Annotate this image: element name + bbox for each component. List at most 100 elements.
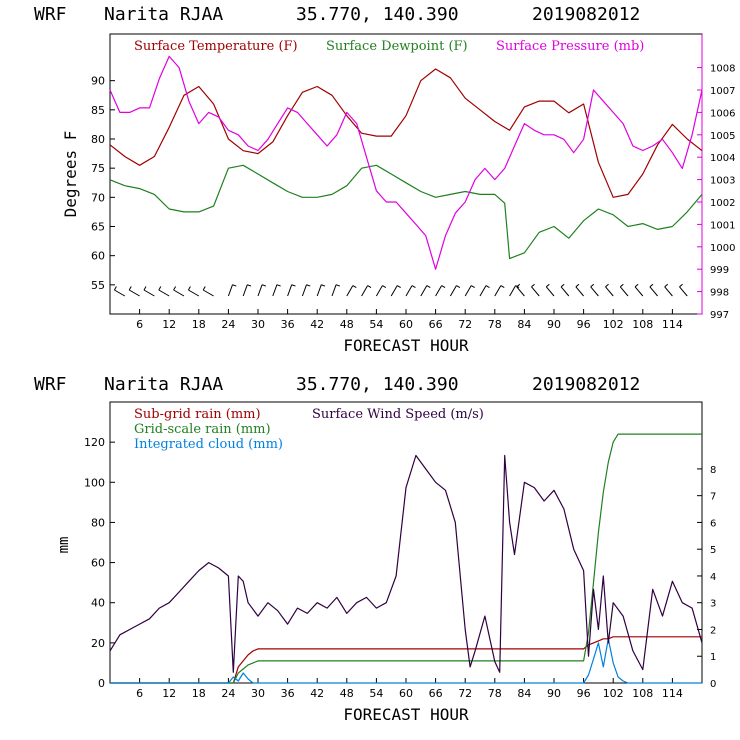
p1-title-init: 2019082012 <box>532 4 640 25</box>
p2-ytick-label: 40 <box>91 597 105 610</box>
p1-xtick-label: 66 <box>429 318 443 331</box>
p1-xtick-label: 102 <box>603 318 624 331</box>
wind-barb <box>202 286 214 297</box>
wind-barb <box>361 285 372 297</box>
p2-title-model: WRF <box>34 374 67 395</box>
wind-barb <box>187 286 200 297</box>
p1-xtick-label: 48 <box>340 318 354 331</box>
p1-title-station: Narita RJAA <box>104 4 223 25</box>
p1-xtick-label: 18 <box>192 318 206 331</box>
p2-xtick-label: 78 <box>488 687 502 700</box>
p2-y2tick-label: 3 <box>710 599 716 610</box>
p2-series-integrated-cloud-mm <box>110 638 702 684</box>
p2-series-sub-grid-rain-mm <box>110 636 702 684</box>
p2-xtick-label: 102 <box>603 687 624 700</box>
p1-series-surface-dewpoint-f <box>109 164 703 260</box>
p1-y2tick-label: 1006 <box>710 108 735 119</box>
wind-barb <box>531 283 540 297</box>
p1-xtick-label: 12 <box>162 318 176 331</box>
p2-xtick-label: 66 <box>429 687 443 700</box>
p1-legend-dewpoint: Surface Dewpoint (F) <box>326 39 468 54</box>
p2-xtick-label: 54 <box>369 687 383 700</box>
p1-title-model: WRF <box>34 4 67 25</box>
p2-xtick-label: 84 <box>517 687 531 700</box>
p2-legend-wind-speed: Surface Wind Speed (m/s) <box>312 407 484 422</box>
p1-ylabel: Degrees F <box>61 131 80 218</box>
p1-series-lines <box>109 55 703 270</box>
p2-y2tick-label: 0 <box>710 679 716 690</box>
p1-ytick-label: 80 <box>91 133 105 146</box>
p2-y2tick-label: 8 <box>710 465 716 476</box>
p1-x-tick-labels: 6 12 18 24 30 36 42 48 54 60 66 72 78 84 90 96 102 108 114 <box>136 309 683 331</box>
p2-ytick-label: 60 <box>91 557 105 570</box>
wind-barb <box>435 285 446 297</box>
p1-y2tick-label: 1007 <box>710 86 735 97</box>
wind-barb <box>545 283 555 297</box>
p2-xtick-label: 30 <box>251 687 265 700</box>
wind-barb <box>464 285 475 297</box>
p2-xtick-label: 42 <box>310 687 324 700</box>
p2-ylabel: mm <box>56 537 72 554</box>
p1-legend-pressure: Surface Pressure (mb) <box>496 39 644 54</box>
p2-ytick-label: 20 <box>91 637 105 650</box>
p2-y2tick-label: 1 <box>710 652 716 663</box>
wind-barb <box>420 285 431 297</box>
p1-xtick-label: 36 <box>281 318 295 331</box>
wind-barb <box>509 285 520 297</box>
p1-plot-frame <box>109 33 703 315</box>
wind-barb-row <box>113 283 688 297</box>
p2-xtick-label: 96 <box>577 687 591 700</box>
p2-series-surface-wind-speed-m-s <box>109 454 703 673</box>
p1-legend-temperature: Surface Temperature (F) <box>134 39 298 54</box>
wind-barb <box>113 286 126 297</box>
panel-temperature: WRF Narita RJAA 35.770, 140.390 20190820… <box>34 4 735 355</box>
p1-y2tick-label: 1003 <box>710 176 735 187</box>
wind-barb <box>301 284 311 297</box>
wind-barb <box>287 284 296 297</box>
wind-barb <box>390 285 401 297</box>
p2-y2tick-label: 7 <box>710 492 716 503</box>
p2-xtick-label: 72 <box>458 687 472 700</box>
wind-barb <box>649 283 658 297</box>
wind-barb <box>272 284 281 297</box>
p2-series-grid-scale-rain-mm <box>110 433 702 684</box>
p1-xtick-label: 90 <box>547 318 561 331</box>
p1-y2tick-label: 1002 <box>710 198 735 209</box>
p1-y2tick-label: 1001 <box>710 220 735 231</box>
wind-barb <box>143 286 155 297</box>
p2-title-station: Narita RJAA <box>104 374 223 395</box>
p1-y-tick-labels: 55 60 65 70 75 80 85 90 <box>91 75 115 292</box>
p1-xtick-label: 30 <box>251 318 265 331</box>
p2-xtick-label: 12 <box>162 687 176 700</box>
wind-barb <box>346 285 357 297</box>
p1-xtick-label: 24 <box>221 318 235 331</box>
p2-ytick-label: 100 <box>84 476 105 489</box>
p1-ytick-label: 85 <box>91 104 105 117</box>
wind-barb <box>449 285 461 297</box>
p1-xtick-label: 42 <box>310 318 324 331</box>
wind-barb <box>494 285 505 297</box>
p1-y2tick-label: 1004 <box>710 153 735 164</box>
wind-barb <box>560 283 570 297</box>
p2-y2tick-label: 4 <box>710 572 716 583</box>
wind-barb <box>257 284 267 297</box>
p1-y2tick-label: 1008 <box>710 64 735 75</box>
p2-legend-subgrid-rain: Sub-grid rain (mm) <box>134 407 261 422</box>
p1-xlabel: FORECAST HOUR <box>343 336 469 355</box>
p2-title-init: 2019082012 <box>532 374 640 395</box>
p1-xtick-label: 6 <box>136 318 143 331</box>
p1-xtick-label: 78 <box>488 318 502 331</box>
p1-xtick-label: 60 <box>399 318 413 331</box>
p2-xlabel: FORECAST HOUR <box>343 705 469 724</box>
p1-title-coords: 35.770, 140.390 <box>296 4 459 25</box>
p2-xtick-label: 114 <box>662 687 683 700</box>
p2-xtick-label: 24 <box>221 687 235 700</box>
p2-legend-gridscale-rain: Grid-scale rain (mm) <box>134 422 271 437</box>
wind-barb <box>173 286 185 297</box>
p1-ytick-label: 90 <box>91 75 105 88</box>
p2-xtick-label: 60 <box>399 687 413 700</box>
p1-y2tick-label: 999 <box>710 265 729 276</box>
wind-barb <box>375 285 387 297</box>
p2-xtick-label: 36 <box>281 687 295 700</box>
